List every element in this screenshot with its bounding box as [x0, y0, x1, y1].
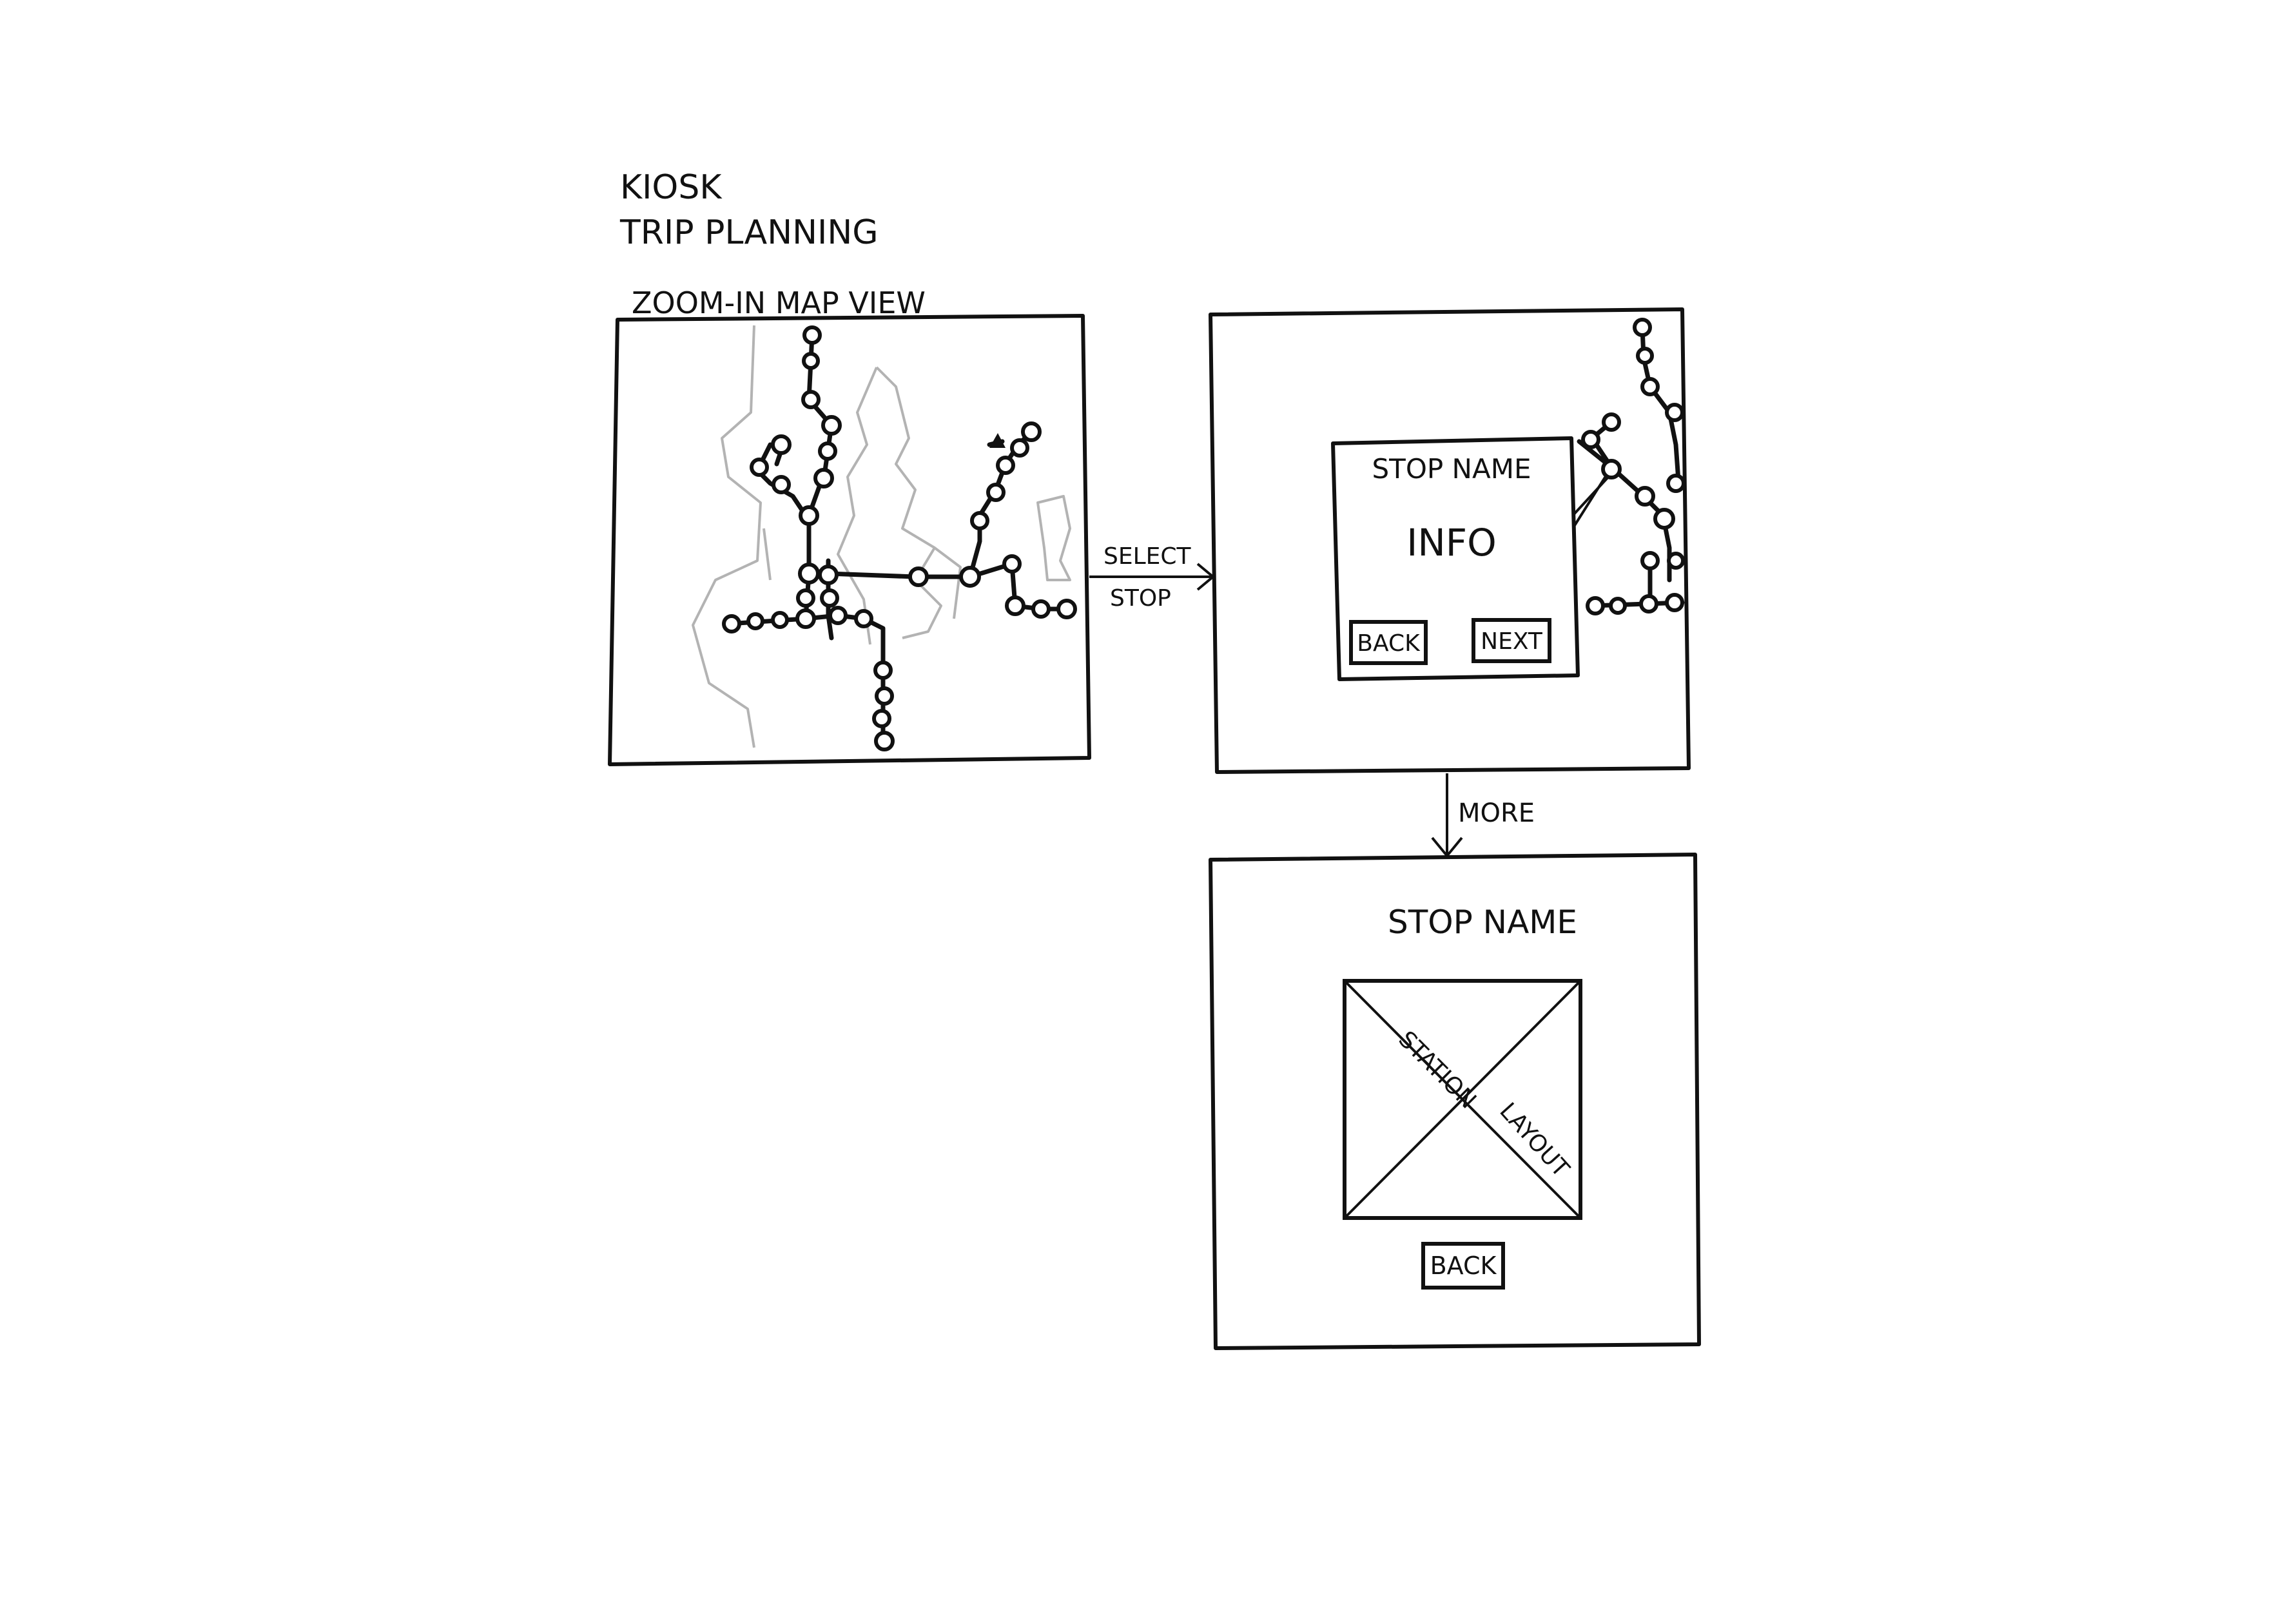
stop-marker[interactable]: [872, 709, 891, 728]
detail-stop-name: STOP NAME: [1388, 904, 1577, 941]
stop-marker[interactable]: [986, 483, 1006, 502]
stop-marker[interactable]: [801, 390, 821, 409]
stop-marker[interactable]: [1010, 438, 1029, 458]
stop-marker[interactable]: [874, 731, 895, 751]
stop-marker[interactable]: [1021, 421, 1042, 442]
stop-marker[interactable]: [750, 458, 769, 477]
stop-marker[interactable]: [1640, 551, 1660, 570]
popup-back-button[interactable]: BACK: [1349, 620, 1428, 665]
map-view-frame: [608, 314, 1091, 766]
screen-stop-detail: STOP NAME STATION LAYOUT BACK: [1209, 853, 1701, 1350]
stop-marker[interactable]: [854, 609, 873, 628]
location-marker-icon: [989, 433, 1006, 448]
stop-marker[interactable]: [820, 588, 839, 608]
stop-marker[interactable]: [1636, 347, 1654, 365]
stop-marker[interactable]: [1633, 318, 1652, 337]
stop-marker[interactable]: [1031, 599, 1051, 619]
stop-marker[interactable]: [1665, 593, 1684, 612]
stop-info-popup: STOP NAME INFO BACK NEXT: [1331, 436, 1580, 681]
stop-marker[interactable]: [1653, 508, 1675, 530]
transition-more: MORE: [1431, 773, 1535, 858]
stop-marker[interactable]: [1005, 595, 1025, 616]
stop-marker[interactable]: [1640, 377, 1660, 396]
stop-marker[interactable]: [1581, 430, 1600, 449]
stop-marker[interactable]: [1665, 403, 1684, 422]
station-layout-placeholder: STATION LAYOUT: [1343, 979, 1582, 1220]
title-line-1: KIOSK: [620, 168, 723, 207]
transition-label-1: SELECT: [1103, 543, 1192, 570]
stop-marker[interactable]: [795, 608, 816, 629]
popup-stop-name: STOP NAME: [1372, 453, 1531, 485]
stop-marker[interactable]: [771, 611, 789, 629]
stop-marker[interactable]: [772, 475, 791, 494]
stop-marker[interactable]: [1586, 596, 1605, 615]
stop-marker[interactable]: [1056, 599, 1077, 619]
stop-marker[interactable]: [908, 566, 929, 587]
stop-marker[interactable]: [996, 456, 1015, 475]
stop-marker[interactable]: [796, 588, 815, 608]
stop-marker[interactable]: [1609, 597, 1627, 615]
transition-more-label: MORE: [1458, 798, 1535, 828]
stop-marker[interactable]: [802, 325, 822, 345]
stop-marker[interactable]: [818, 441, 837, 461]
stop-marker[interactable]: [818, 565, 839, 585]
transition-label-2: STOP: [1110, 585, 1171, 612]
screen-stop-popup: STOP NAME INFO BACK NEXT: [1209, 307, 1691, 774]
placeholder-word-station: STATION: [1394, 1026, 1481, 1114]
detail-back-label: BACK: [1430, 1252, 1497, 1280]
popup-next-button[interactable]: NEXT: [1472, 618, 1551, 663]
stop-marker[interactable]: [798, 563, 820, 585]
stop-marker[interactable]: [1002, 554, 1022, 574]
stop-marker[interactable]: [1635, 486, 1655, 507]
map-terrain: [692, 325, 1071, 748]
detail-screen-frame: [1209, 853, 1701, 1350]
popup-next-label: NEXT: [1481, 628, 1543, 655]
stop-marker[interactable]: [1601, 459, 1622, 479]
title-line-2: TRIP PLANNING: [619, 213, 879, 252]
stop-marker[interactable]: [1666, 474, 1686, 493]
popup-screen-frame: [1209, 307, 1691, 774]
stop-marker[interactable]: [799, 505, 819, 526]
map-view-label: ZOOM-IN MAP VIEW: [632, 285, 926, 320]
stop-marker[interactable]: [813, 468, 834, 488]
stop-marker[interactable]: [873, 661, 893, 680]
screen-map-view: [608, 314, 1091, 766]
stop-marker[interactable]: [722, 614, 741, 633]
popup-pointer-line: [1571, 466, 1613, 530]
detail-back-button[interactable]: BACK: [1421, 1242, 1505, 1290]
sketch-title: KIOSK TRIP PLANNING: [619, 168, 879, 252]
stop-marker[interactable]: [828, 606, 848, 625]
stop-marker[interactable]: [1639, 594, 1658, 614]
stop-marker[interactable]: [771, 434, 792, 455]
stop-marker[interactable]: [959, 566, 981, 588]
map-stops: [722, 325, 1077, 751]
popup-map-fragment: [1571, 318, 1686, 615]
popup-info-text: INFO: [1406, 521, 1497, 565]
stop-marker[interactable]: [821, 415, 842, 436]
stop-marker[interactable]: [802, 352, 820, 370]
popup-back-label: BACK: [1357, 630, 1421, 657]
stop-marker[interactable]: [875, 686, 894, 706]
stop-marker[interactable]: [746, 612, 764, 630]
stop-marker[interactable]: [970, 511, 989, 530]
transition-select-stop: SELECT STOP: [1089, 543, 1216, 612]
stop-marker[interactable]: [1602, 412, 1621, 432]
stop-marker[interactable]: [1667, 552, 1685, 570]
